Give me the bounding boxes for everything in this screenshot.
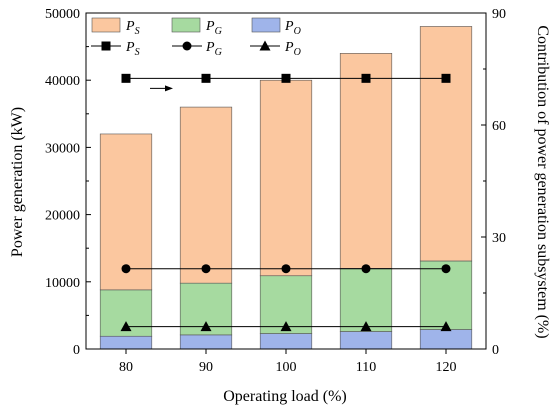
bars-layer bbox=[99, 26, 473, 350]
axes-layer: 0 10000 20000 30000 40000 50000 0 30 60 90 80 90 100… bbox=[45, 7, 506, 375]
x-tick-label: 110 bbox=[356, 360, 376, 375]
y2-tick-label: 30 bbox=[492, 231, 506, 246]
legend-label-line-o: PO bbox=[284, 40, 301, 58]
y-tick-label: 30000 bbox=[45, 141, 80, 156]
legend-marker-s bbox=[101, 41, 111, 51]
legend-marker-g bbox=[182, 41, 192, 51]
y2-axis-title: Contribution of power generation subsyst… bbox=[534, 25, 550, 338]
bar-o bbox=[259, 333, 313, 350]
x-tick-label: 100 bbox=[276, 360, 297, 375]
x-tick-label: 120 bbox=[436, 360, 457, 375]
x-axis-title: Operating load (%) bbox=[223, 388, 347, 405]
x-tick-label: 80 bbox=[119, 360, 133, 375]
lines-layer bbox=[120, 73, 452, 332]
marker-s bbox=[201, 73, 211, 83]
legend-marker-o bbox=[259, 40, 271, 51]
bar-s bbox=[419, 26, 473, 262]
legend-swatch-s bbox=[91, 17, 121, 33]
marker-o bbox=[280, 321, 292, 332]
y-tick-label: 50000 bbox=[45, 7, 80, 22]
bar-s bbox=[99, 133, 153, 291]
legend-label-bar-o: PO bbox=[284, 19, 301, 37]
bar-o bbox=[99, 335, 153, 350]
legend-label-line-s: PS bbox=[125, 40, 140, 58]
marker-g bbox=[281, 264, 291, 274]
marker-g bbox=[361, 264, 371, 274]
legend-label-line-g: PG bbox=[205, 40, 222, 58]
marker-o bbox=[200, 321, 212, 332]
bar-o bbox=[179, 334, 233, 350]
annotation-arrow-head bbox=[165, 85, 173, 92]
y-tick-label: 20000 bbox=[45, 209, 80, 224]
marker-o bbox=[440, 321, 452, 332]
bar-o bbox=[339, 331, 393, 350]
bar-s bbox=[259, 79, 313, 277]
y2-tick-label: 60 bbox=[492, 119, 506, 134]
marker-s bbox=[121, 73, 131, 83]
marker-g bbox=[441, 264, 451, 274]
marker-g bbox=[121, 264, 131, 274]
bar-o bbox=[419, 329, 473, 350]
y2-tick-label: 0 bbox=[492, 343, 499, 358]
legend: PS PG PO PS PG PO bbox=[91, 17, 301, 58]
marker-o bbox=[120, 321, 132, 332]
y-tick-label: 10000 bbox=[45, 276, 80, 291]
y2-tick-label: 90 bbox=[492, 7, 506, 22]
marker-s bbox=[441, 73, 451, 83]
y-tick-label: 0 bbox=[73, 343, 80, 358]
marker-s bbox=[361, 73, 371, 83]
y-tick-label: 40000 bbox=[45, 74, 80, 89]
legend-label-bar-g: PG bbox=[205, 19, 222, 37]
y-axis-title: Power generation (kW) bbox=[9, 107, 26, 257]
marker-s bbox=[281, 73, 291, 83]
marker-o bbox=[360, 321, 372, 332]
bar-s bbox=[339, 53, 393, 269]
marker-g bbox=[201, 264, 211, 274]
bar-g bbox=[339, 268, 393, 332]
legend-label-bar-s: PS bbox=[125, 19, 140, 37]
x-tick-label: 90 bbox=[199, 360, 213, 375]
legend-swatch-g bbox=[171, 17, 201, 33]
bar-s bbox=[179, 106, 233, 284]
legend-swatch-o bbox=[251, 17, 281, 33]
